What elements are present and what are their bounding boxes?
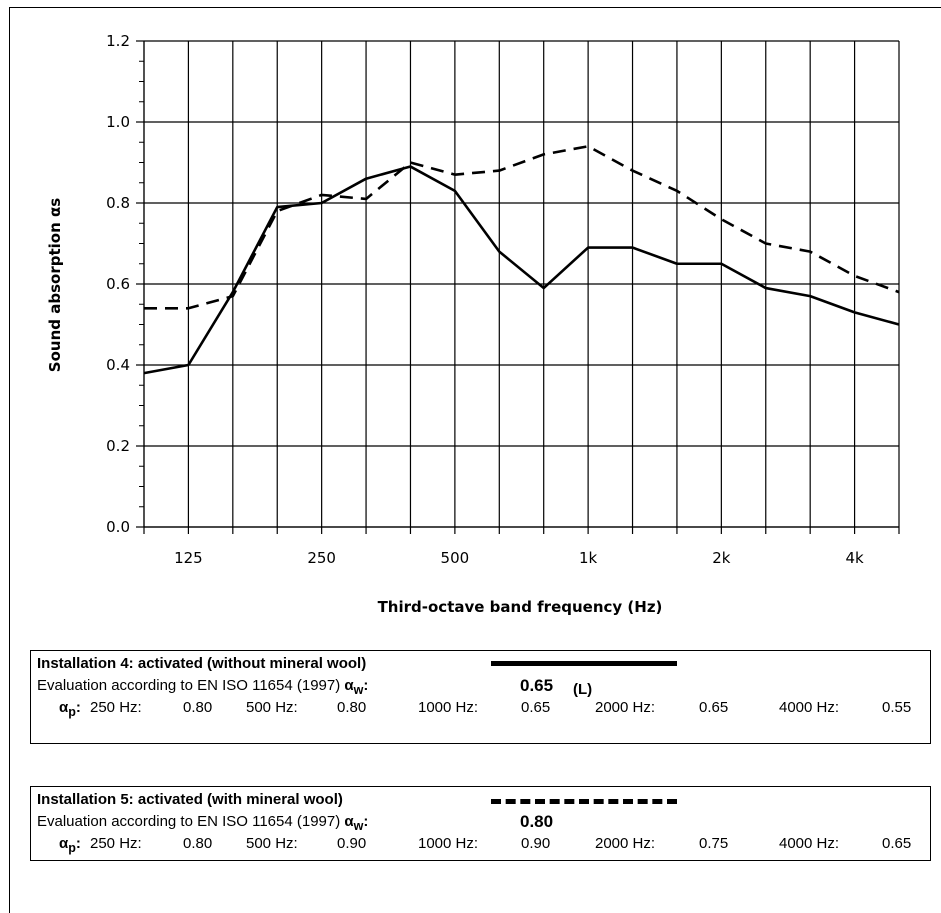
band-2000-label: 2000 Hz: (595, 835, 656, 852)
band-250-label: 250 Hz: (90, 835, 142, 852)
ap-label: αp: (59, 835, 81, 855)
installation-5-box: Installation 5: activated (with mineral … (30, 786, 931, 861)
band-250-value: 0.80 (183, 835, 213, 852)
ap-row: αp: 250 Hz: 0.80 500 Hz: 0.90 1000 Hz: 0… (31, 831, 930, 855)
band-1000-label: 1000 Hz: (418, 699, 479, 716)
aw-label: αw: (344, 677, 369, 697)
x-axis-ticks: 125 250 500 1k 2k 4k (143, 526, 900, 567)
evaluation-row: Evaluation according to EN ISO 11654 (19… (31, 809, 930, 833)
band-2000-label: 2000 Hz: (595, 699, 656, 716)
band-500-value: 0.90 (337, 835, 367, 852)
series-group (143, 145, 900, 375)
band-500-label: 500 Hz: (246, 835, 298, 852)
band-2000-value: 0.65 (699, 699, 729, 716)
box-title: Installation 5: activated (with mineral … (37, 791, 343, 808)
box-title: Installation 4: activated (without miner… (37, 655, 367, 672)
y-tick-label: 0.4 (106, 356, 130, 374)
ap-label: αp: (59, 699, 81, 719)
aw-value: 0.80 (520, 812, 554, 831)
figure-frame (9, 7, 941, 913)
y-tick-label: 0.2 (106, 437, 130, 455)
band-4000-label: 4000 Hz: (779, 835, 840, 852)
y-axis-title: Sound absorption αs (46, 198, 64, 372)
x-tick-label: 125 (174, 549, 203, 567)
band-250-label: 250 Hz: (90, 699, 142, 716)
evaluation-label: Evaluation according to EN ISO 11654 (19… (37, 677, 341, 694)
aw-suffix: (L) (573, 681, 593, 698)
x-tick-label: 500 (441, 549, 470, 567)
legend-solid-line (491, 661, 677, 666)
band-1000-value: 0.90 (521, 835, 551, 852)
legend-dashed-line (491, 799, 677, 804)
x-tick-label: 2k (712, 549, 731, 567)
band-2000-value: 0.75 (699, 835, 729, 852)
box-title-row: Installation 5: activated (with mineral … (31, 787, 930, 809)
band-1000-value: 0.65 (521, 699, 551, 716)
band-250-value: 0.80 (183, 699, 213, 716)
evaluation-row: Evaluation according to EN ISO 11654 (19… (31, 673, 930, 698)
band-4000-label: 4000 Hz: (779, 699, 840, 716)
series-line-installation-4 (143, 165, 900, 375)
x-axis-title: Third-octave band frequency (Hz) (378, 598, 663, 616)
installation-4-box: Installation 4: activated (without miner… (30, 650, 931, 744)
grid (143, 40, 900, 528)
band-1000-label: 1000 Hz: (418, 835, 479, 852)
x-tick-label: 250 (307, 549, 336, 567)
ap-row: αp: 250 Hz: 0.80 500 Hz: 0.80 1000 Hz: 0… (31, 695, 930, 719)
series-line-installation-5 (144, 145, 900, 310)
band-500-label: 500 Hz: (246, 699, 298, 716)
x-tick-label: 4k (845, 549, 864, 567)
y-tick-label: 1.2 (106, 32, 130, 50)
x-tick-label: 1k (579, 549, 598, 567)
aw-value: 0.65 (520, 676, 554, 695)
absorption-chart: 0.0 0.2 0.4 0.6 0.8 1.0 1.2 125 250 500 1k 2k 4k Th… (46, 32, 900, 616)
band-4000-value: 0.65 (882, 835, 912, 852)
y-tick-label: 0.8 (106, 194, 130, 212)
y-tick-label: 0.6 (106, 275, 130, 293)
y-tick-label: 0.0 (106, 518, 130, 536)
band-4000-value: 0.55 (882, 699, 912, 716)
evaluation-label: Evaluation according to EN ISO 11654 (19… (37, 813, 341, 830)
box-title-row: Installation 4: activated (without miner… (31, 651, 930, 673)
y-axis-ticks: 0.0 0.2 0.4 0.6 0.8 1.0 1.2 (106, 32, 145, 536)
band-500-value: 0.80 (337, 699, 367, 716)
y-tick-label: 1.0 (106, 113, 130, 131)
aw-label: αw: (344, 813, 369, 833)
